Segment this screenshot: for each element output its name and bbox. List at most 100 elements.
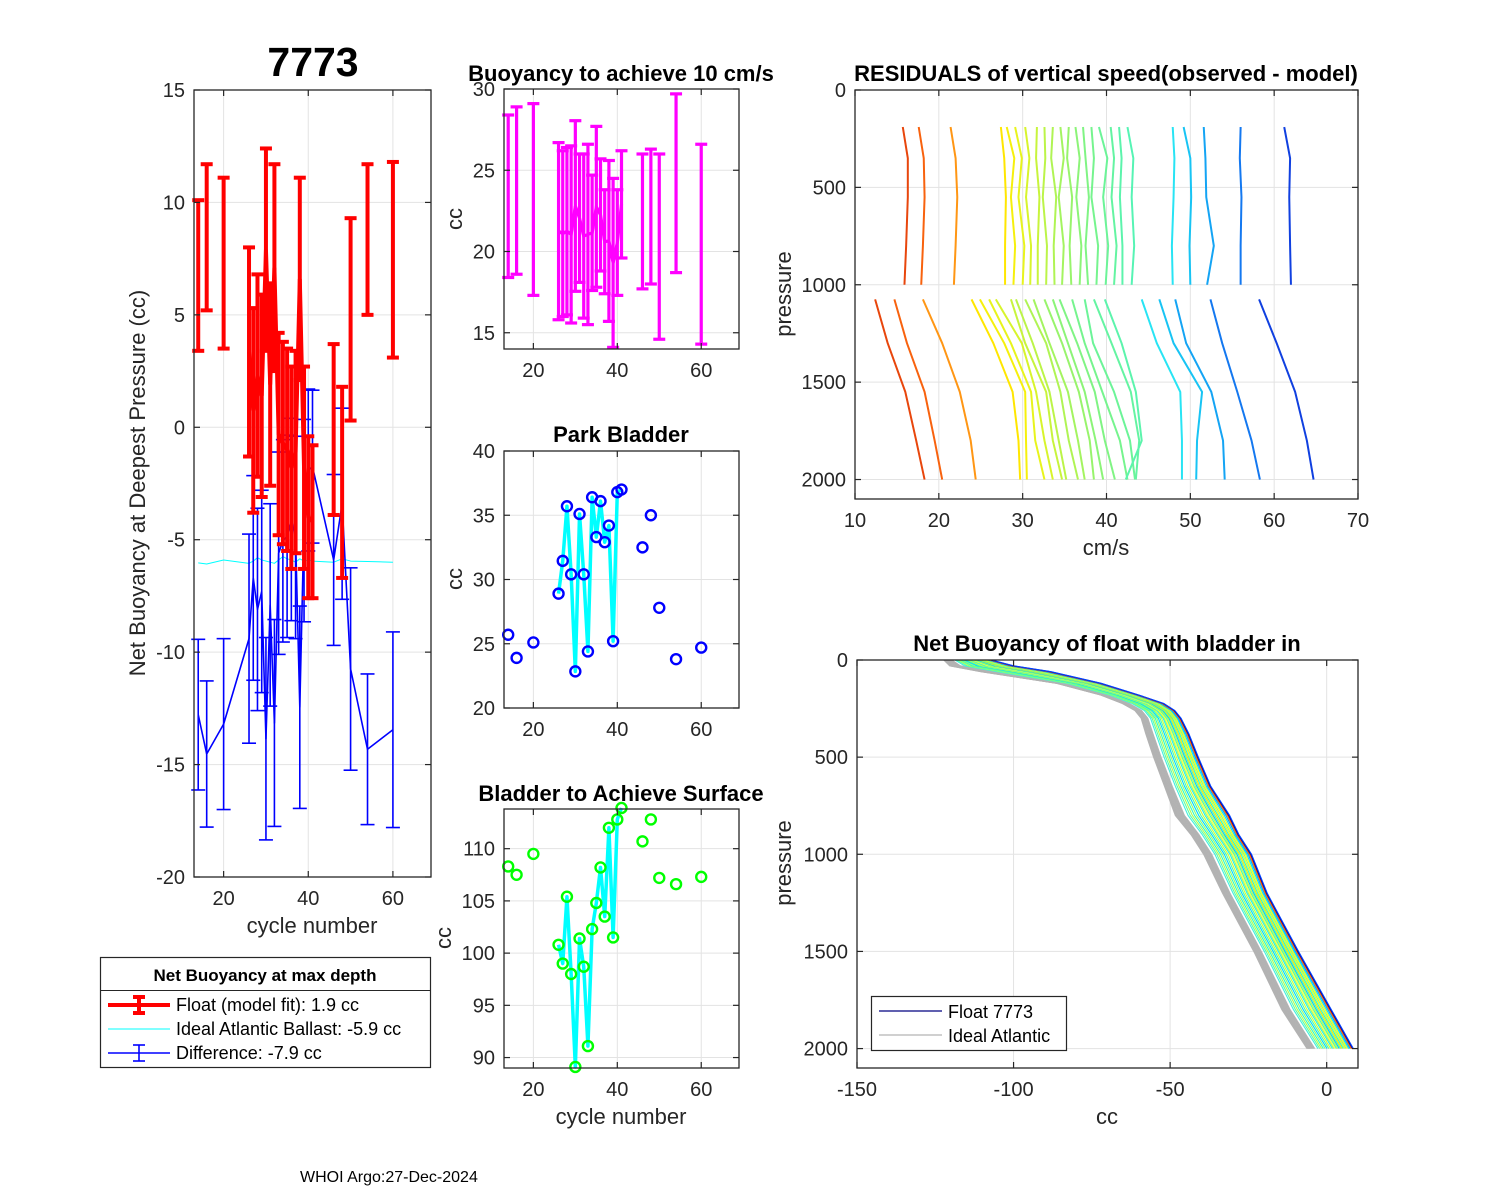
x-tick-label: 40 — [297, 888, 319, 910]
data-point-surface — [636, 835, 649, 848]
data-point-surface — [606, 931, 620, 944]
residual-line-upper — [901, 126, 909, 285]
x-tick-label: 40 — [606, 719, 628, 741]
residual-line-lower — [1174, 299, 1226, 480]
data-point-surface — [501, 860, 515, 873]
legend-label-float: Float (model fit): 1.9 cc — [176, 995, 359, 1015]
y-tick-label: 25 — [473, 634, 495, 656]
residual-profile — [1071, 126, 1129, 480]
connector-line — [556, 488, 623, 674]
data-point-park — [527, 636, 540, 649]
residual-line-upper — [1057, 126, 1065, 285]
float-line — [247, 249, 314, 524]
errorbar-buoyancy — [644, 147, 657, 286]
y-tick-label: 1000 — [804, 844, 849, 866]
residual-line-lower — [1015, 299, 1068, 480]
data-point-park — [577, 568, 590, 581]
x-tick-label: 30 — [1012, 510, 1034, 532]
residual-profile — [874, 126, 926, 480]
buoyancy-line — [557, 201, 624, 264]
x-axis-label-net-buoyancy-profile: cc — [1096, 1104, 1118, 1129]
errorbar-float — [306, 443, 319, 601]
residual-profile — [1092, 126, 1141, 480]
axis-frame: 10 20 30 40 50 60 70 0 500 1000 1500 2000 — [802, 80, 1370, 532]
y-tick-label: 15 — [163, 80, 185, 102]
residual-line-upper — [1090, 126, 1100, 285]
data-point-surface — [669, 877, 683, 891]
errorbar-difference — [343, 567, 358, 771]
y-tick-label: 100 — [462, 943, 495, 965]
residual-line-lower — [1032, 299, 1086, 480]
axes-box — [503, 88, 740, 350]
residual-profile — [1140, 126, 1183, 480]
x-tick-label: 40 — [606, 360, 628, 382]
data-point-park — [594, 494, 607, 508]
residual-line-lower — [1043, 298, 1095, 480]
x-tick-label: 40 — [606, 1079, 628, 1101]
errorbar-buoyancy — [590, 124, 603, 289]
residual-profile — [1043, 126, 1095, 480]
errorbar-buoyancy — [510, 105, 523, 276]
residual-line-upper — [1283, 126, 1292, 285]
x-tick-label: 20 — [522, 360, 544, 382]
y-tick-label: 30 — [473, 570, 495, 592]
x-tick-label: 60 — [382, 888, 404, 910]
data-point-park — [695, 641, 708, 654]
figure-title: 7773 — [267, 39, 358, 85]
x-tick-label: 70 — [1347, 510, 1369, 532]
axis-frame: 20 40 60 15 20 25 30 — [473, 79, 740, 382]
residual-profile — [1158, 126, 1204, 480]
residual-line-lower — [1158, 299, 1204, 480]
residual-profile — [1258, 126, 1315, 480]
residual-profile — [1083, 126, 1136, 480]
residual-line-upper — [1024, 126, 1033, 285]
x-tick-label: 60 — [690, 360, 712, 382]
errorbar-float — [344, 216, 357, 423]
y-tick-label: 10 — [163, 192, 185, 214]
axis-frame: 20 40 60 -20 -15 -10 -5 0 5 10 15 — [156, 80, 432, 910]
residual-profile — [1126, 126, 1136, 285]
legend-entry-float: Float (model fit): 1.9 cc — [108, 995, 359, 1015]
x-tick-label: 60 — [690, 1079, 712, 1101]
y-tick-label: 2000 — [802, 470, 847, 492]
y-axis-label-residuals: pressure — [771, 251, 796, 337]
x-axis-label-residuals: cm/s — [1083, 535, 1129, 560]
residual-line-upper — [1238, 126, 1243, 285]
errorbar-buoyancy — [527, 102, 540, 297]
y-tick-label: 95 — [473, 995, 495, 1017]
y-tick-label: 15 — [473, 323, 495, 345]
errorbar-buoyancy — [552, 141, 565, 322]
legend-label-difference: Difference: -7.9 cc — [176, 1043, 322, 1063]
axes-net-buoyancy-deepest: 20 40 60 -20 -15 -10 -5 0 5 10 15 — [156, 80, 432, 910]
residual-profile — [1009, 126, 1064, 480]
residual-line-upper — [1066, 126, 1074, 285]
y-tick-label: 0 — [835, 80, 846, 102]
y-axis-label-buoyancy-10cms: cc — [442, 208, 467, 230]
residual-profile — [1015, 126, 1068, 480]
data-layer — [943, 659, 1354, 1049]
y-tick-label: 2000 — [804, 1039, 849, 1061]
residual-profile — [994, 126, 1054, 480]
residual-line-lower — [1058, 298, 1116, 480]
data-point-park — [598, 536, 611, 549]
errorbar-buoyancy — [636, 152, 649, 291]
errorbar-buoyancy — [653, 152, 666, 341]
data-point-surface — [602, 821, 616, 834]
y-tick-label: 110 — [463, 839, 495, 861]
legend-title: Net Buoyancy at max depth — [154, 966, 377, 985]
y-axis-label-park-bladder: cc — [442, 568, 467, 590]
data-point-surface — [594, 861, 607, 874]
y-tick-label: 0 — [837, 650, 848, 672]
axis-frame: -150 -100 -50 0 0 500 1000 1500 2000 — [804, 650, 1359, 1101]
data-point-park — [615, 483, 628, 496]
axes-buoyancy-10cms: 20 40 60 15 20 25 30 — [473, 79, 740, 382]
residual-line-upper — [1170, 126, 1176, 285]
errorbar-float — [200, 162, 213, 313]
legend-label-float-7773: Float 7773 — [948, 1002, 1033, 1022]
y-tick-label: 1000 — [802, 275, 847, 297]
data-layer — [874, 126, 1315, 480]
residual-line-lower — [1209, 299, 1261, 480]
data-point-surface — [598, 910, 611, 923]
residual-line-lower — [1009, 299, 1064, 480]
errorbar-buoyancy — [569, 119, 582, 293]
